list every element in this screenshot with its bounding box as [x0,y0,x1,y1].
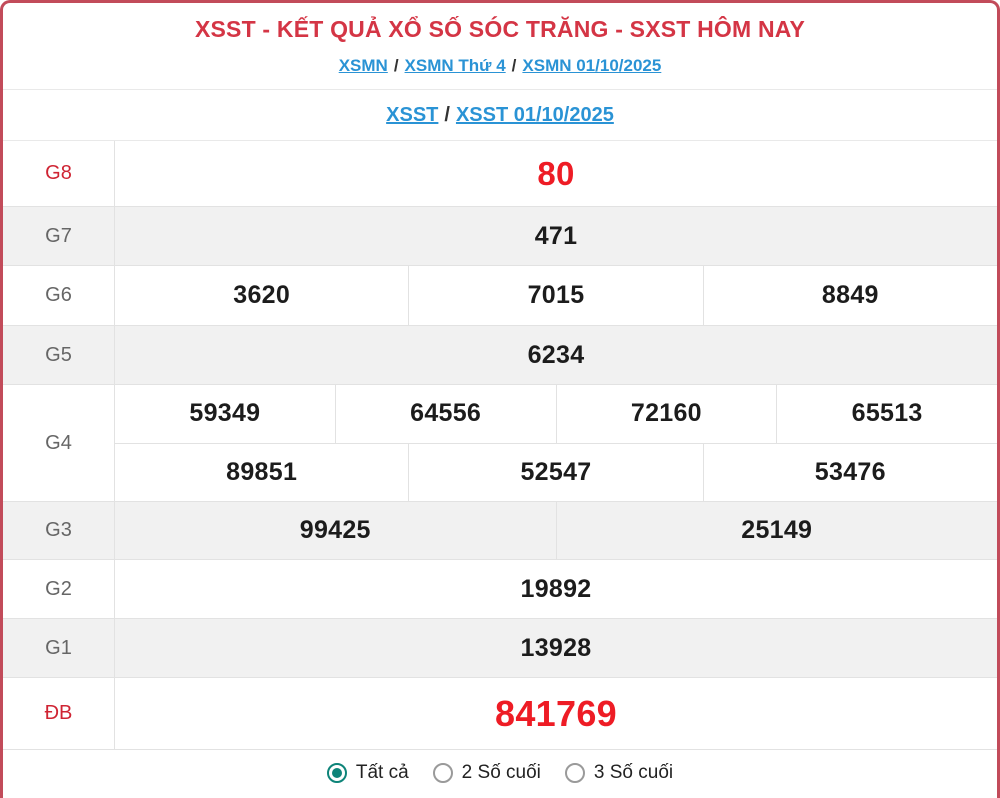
prize-value-cell: 6234 [527,340,585,369]
prize-values-db: 841769 [115,678,997,749]
prize-row-g7: G7 471 [3,207,997,266]
prize-row-g4: G4 59349 64556 72160 65513 89851 52547 53476 [3,385,997,502]
prize-line: 841769 [115,678,997,749]
breadcrumb-link-xsmn-thu-4[interactable]: XSMN Thứ 4 [404,56,506,75]
prize-value-cell: 3620 [233,281,291,309]
prize-row-g3: G3 99425 25149 [3,502,997,560]
radio-icon[interactable] [432,763,453,783]
prize-value-cell: 59349 [189,399,261,428]
prize-values-g6: 3620 7015 8849 [115,266,997,325]
prize-line: 3620 7015 8849 [115,266,997,325]
filter-option-label: Tất cả [355,762,409,783]
sub-breadcrumb: XSST / XSST 01/10/2025 [386,104,614,127]
breadcrumb-separator: / [444,103,450,126]
prize-value-cell: 471 [534,221,578,250]
sub-breadcrumb-link-xsst[interactable]: XSST [386,103,439,126]
radio-icon[interactable] [564,763,585,783]
filter-option-last2[interactable]: 2 Số cuối [432,762,541,784]
prize-label-g7: G7 [3,207,115,265]
prize-row-g5: G5 6234 [3,326,997,385]
prize-line: 6234 [115,326,997,384]
breadcrumb-link-xsmn[interactable]: XSMN [338,56,388,75]
prize-label-g8: G8 [3,141,115,206]
prize-value-cell: 7015 [408,266,702,325]
prize-line: 80 [115,141,997,206]
prize-line: 13928 [115,619,997,677]
prize-line: 89851 52547 53476 [115,442,997,501]
filter-option-label: 2 Số cuối [461,762,541,783]
prize-values-g5: 6234 [115,326,997,384]
prize-value-cell: 80 [537,154,575,192]
prize-values-g8: 80 [115,141,997,206]
prize-value-cell: 8849 [702,266,997,325]
prize-values-g7: 471 [115,207,997,265]
filter-option-last3[interactable]: 3 Số cuối [564,762,674,784]
radio-icon[interactable] [326,763,347,783]
filter-option-label: 3 Số cuối [593,762,674,783]
prize-row-g2: G2 19892 [3,560,997,619]
page-title: XSST - KẾT QUẢ XỔ SỐ SÓC TRĂNG - SXST HÔ… [194,16,806,42]
prize-line: 19892 [115,560,997,618]
prize-line: 471 [115,207,997,265]
results-table: G8 80 G7 471 G6 3620 7015 8849 G5 6234 G4 59349 6455… [3,141,997,750]
prize-value-cell: 52547 [408,443,702,501]
prize-row-g6: G6 3620 7015 8849 [3,266,997,326]
prize-label-g6: G6 [3,266,115,325]
breadcrumb-region: XSMN / XSMN Thứ 4 / XSMN 01/10/2025 [3,56,997,76]
prize-value-cell: 89851 [226,457,298,486]
sub-breadcrumb-wrap: XSST / XSST 01/10/2025 [3,90,997,141]
prize-values-g2: 19892 [115,560,997,618]
digit-filter-group: Tất cả 2 Số cuối 3 Số cuối [3,750,997,796]
prize-label-g1: G1 [3,619,115,677]
prize-row-g1: G1 13928 [3,619,997,678]
breadcrumb-separator: / [511,56,517,75]
filter-option-all[interactable]: Tất cả [326,762,409,784]
prize-value-cell: 19892 [520,574,592,603]
prize-label-g4: G4 [3,385,115,501]
prize-line: 59349 64556 72160 65513 [115,385,997,443]
prize-label-g2: G2 [3,560,115,618]
prize-value-cell: 53476 [702,443,997,501]
prize-value-cell: 841769 [495,692,617,734]
prize-row-db: ĐB 841769 [3,678,997,750]
sub-breadcrumb-link-xsst-date[interactable]: XSST 01/10/2025 [455,103,614,126]
prize-values-g4: 59349 64556 72160 65513 89851 52547 53476 [115,385,997,501]
prize-value-cell: 25149 [555,502,998,559]
prize-value-cell: 65513 [776,385,997,443]
prize-value-cell: 13928 [520,633,592,662]
prize-label-db: ĐB [3,678,115,749]
prize-row-g8: G8 80 [3,141,997,207]
prize-values-g1: 13928 [115,619,997,677]
prize-value-cell: 64556 [334,385,556,443]
prize-values-g3: 99425 25149 [115,502,997,559]
breadcrumb-separator: / [393,56,399,75]
prize-label-g3: G3 [3,502,115,559]
prize-line: 99425 25149 [115,502,997,559]
breadcrumb-link-xsmn-date[interactable]: XSMN 01/10/2025 [522,56,662,75]
prize-value-cell: 72160 [555,385,777,443]
header: XSST - KẾT QUẢ XỔ SỐ SÓC TRĂNG - SXST HÔ… [3,3,997,90]
prize-value-cell: 99425 [299,516,371,544]
prize-label-g5: G5 [3,326,115,384]
